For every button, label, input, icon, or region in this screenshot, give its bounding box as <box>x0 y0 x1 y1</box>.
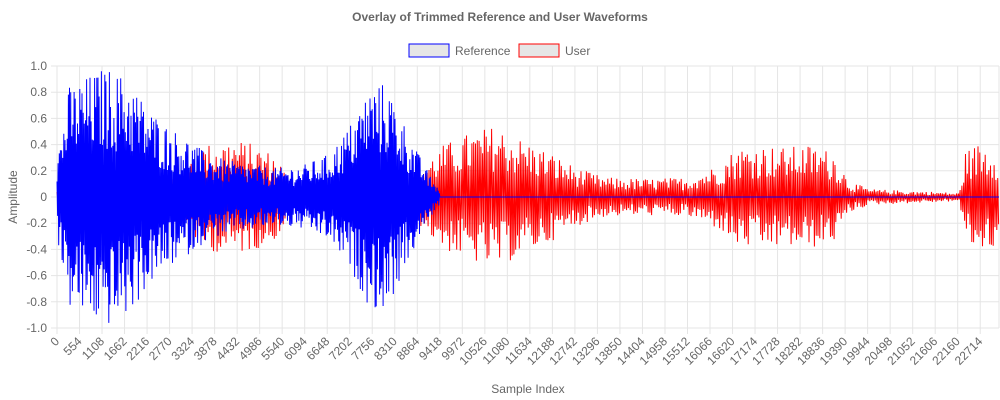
y-tick-label: 0.4 <box>30 138 47 152</box>
legend-label-reference: Reference <box>455 44 511 58</box>
legend-item-reference[interactable]: Reference <box>408 43 511 58</box>
x-tick-label: 6094 <box>281 334 310 363</box>
x-tick-label: 3878 <box>191 334 220 363</box>
y-tick-label: -0.6 <box>26 269 47 283</box>
legend-swatch-user <box>518 43 560 58</box>
x-tick-label: 0 <box>47 334 62 349</box>
x-tick-label: 1662 <box>101 334 130 363</box>
x-tick-label: 7756 <box>349 334 378 363</box>
x-tick-label: 8310 <box>371 334 400 363</box>
y-tick-label: -1.0 <box>26 321 47 335</box>
x-axis: 0554110816622216277033243878443249865540… <box>47 334 985 368</box>
x-axis-title: Sample Index <box>491 382 564 396</box>
y-tick-label: -0.4 <box>26 242 47 256</box>
y-tick-label: 0 <box>40 190 47 204</box>
series-line-reference <box>56 71 999 323</box>
x-tick-label: 3324 <box>168 334 197 363</box>
x-tick-label: 5540 <box>259 334 288 363</box>
y-tick-label: 0.8 <box>30 85 47 99</box>
x-tick-label: 7202 <box>326 334 355 363</box>
y-axis-title: Amplitude <box>6 170 20 224</box>
x-tick-label: 4986 <box>236 334 265 363</box>
legend-item-user[interactable]: User <box>518 43 590 58</box>
series-reference <box>56 71 999 323</box>
x-tick-label: 4432 <box>213 334 242 363</box>
x-tick-label: 2216 <box>123 334 152 363</box>
y-tick-label: -0.2 <box>26 216 47 230</box>
x-tick-label: 1108 <box>79 334 107 362</box>
y-tick-label: 0.2 <box>30 164 47 178</box>
x-tick-label: 2770 <box>146 334 175 363</box>
chart-title: Overlay of Trimmed Reference and User Wa… <box>352 10 648 24</box>
y-tick-label: -0.8 <box>26 295 47 309</box>
legend-label-user: User <box>565 44 590 58</box>
x-tick-label: 9418 <box>416 334 445 363</box>
y-tick-label: 0.6 <box>30 111 47 125</box>
legend-swatch-reference <box>408 43 450 58</box>
x-tick-label: 6648 <box>304 334 333 363</box>
y-tick-label: 1.0 <box>30 59 47 73</box>
legend[interactable]: Reference User <box>408 43 590 58</box>
x-tick-label: 8864 <box>394 334 423 363</box>
y-axis: 1.0 0.8 0.6 0.4 0.2 0 -0.2 -0.4 -0.6 -0.8 -1.0 <box>26 59 47 335</box>
